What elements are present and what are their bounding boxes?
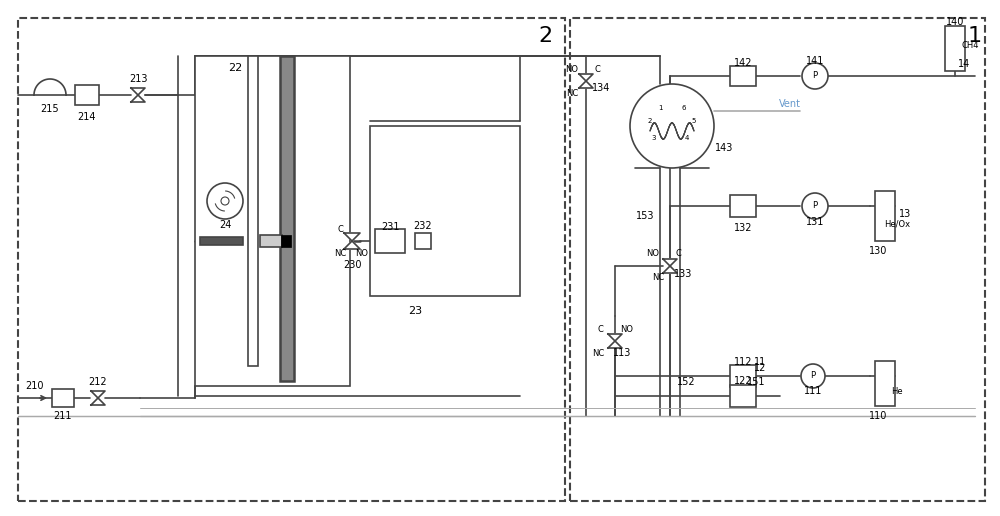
- Text: 2: 2: [538, 26, 552, 46]
- Circle shape: [802, 193, 828, 219]
- Text: P: P: [812, 72, 818, 80]
- Text: He: He: [891, 386, 903, 395]
- Text: NC: NC: [566, 89, 578, 98]
- Text: 210: 210: [26, 381, 44, 391]
- Text: 14: 14: [958, 59, 970, 69]
- Text: 122: 122: [734, 376, 752, 386]
- Text: 4: 4: [685, 135, 689, 141]
- Polygon shape: [131, 88, 145, 95]
- Bar: [730, 66, 756, 86]
- Polygon shape: [344, 241, 360, 249]
- Text: 143: 143: [715, 143, 733, 153]
- Text: He/Ox: He/Ox: [884, 219, 910, 229]
- Bar: [52, 389, 74, 407]
- Text: 215: 215: [41, 104, 59, 114]
- Text: 12: 12: [754, 363, 766, 373]
- Polygon shape: [91, 398, 105, 405]
- Text: 112: 112: [734, 357, 752, 367]
- Text: 231: 231: [381, 222, 399, 232]
- Text: NO: NO: [646, 250, 660, 259]
- Bar: [730, 385, 756, 407]
- Text: 142: 142: [734, 58, 752, 68]
- Text: 130: 130: [869, 246, 887, 256]
- Bar: [248, 56, 258, 366]
- Polygon shape: [608, 341, 622, 348]
- Text: NO: NO: [620, 325, 634, 333]
- Text: 113: 113: [613, 348, 631, 358]
- Polygon shape: [131, 95, 145, 102]
- Text: P: P: [810, 372, 816, 380]
- Text: 140: 140: [946, 17, 964, 27]
- Text: 22: 22: [228, 63, 242, 73]
- Text: 13: 13: [899, 209, 911, 219]
- Polygon shape: [663, 266, 677, 273]
- Circle shape: [221, 197, 229, 205]
- Text: 133: 133: [674, 269, 692, 279]
- Text: 23: 23: [408, 306, 422, 316]
- Polygon shape: [344, 233, 360, 241]
- Text: 1: 1: [968, 26, 982, 46]
- Bar: [370, 126, 520, 296]
- Text: 230: 230: [343, 260, 361, 270]
- Bar: [730, 195, 756, 217]
- Bar: [730, 365, 756, 387]
- Circle shape: [802, 63, 828, 89]
- Polygon shape: [663, 259, 677, 266]
- Text: Vent: Vent: [779, 99, 801, 109]
- Text: 134: 134: [592, 83, 610, 93]
- Bar: [195, 56, 350, 386]
- Bar: [281, 235, 291, 247]
- Text: CH4: CH4: [961, 41, 979, 51]
- Text: 131: 131: [806, 217, 824, 227]
- Text: NC: NC: [334, 249, 346, 257]
- Circle shape: [630, 84, 714, 168]
- Text: 152: 152: [677, 377, 695, 387]
- Bar: [875, 361, 895, 406]
- Text: 214: 214: [78, 112, 96, 122]
- Bar: [945, 26, 965, 71]
- Text: 213: 213: [129, 74, 147, 84]
- Bar: [875, 191, 895, 241]
- Text: 141: 141: [806, 56, 824, 66]
- Polygon shape: [91, 391, 105, 398]
- Polygon shape: [34, 79, 66, 95]
- Text: 151: 151: [747, 377, 765, 387]
- Text: 24: 24: [219, 220, 231, 230]
- Text: 111: 111: [804, 386, 822, 396]
- Text: 132: 132: [734, 223, 752, 233]
- Text: 11: 11: [754, 357, 766, 367]
- Bar: [280, 56, 294, 381]
- Text: 211: 211: [54, 411, 72, 421]
- Text: 153: 153: [636, 211, 654, 221]
- Text: C: C: [597, 325, 603, 333]
- Text: 6: 6: [682, 105, 686, 111]
- Polygon shape: [608, 334, 622, 341]
- Text: C: C: [675, 250, 681, 259]
- Text: 1: 1: [658, 105, 662, 111]
- Text: NO: NO: [356, 249, 368, 257]
- Bar: [375, 229, 405, 253]
- Bar: [260, 235, 282, 247]
- Bar: [415, 233, 431, 249]
- Polygon shape: [579, 74, 593, 81]
- Text: 232: 232: [414, 221, 432, 231]
- Circle shape: [801, 364, 825, 388]
- Text: NC: NC: [592, 348, 604, 358]
- Text: C: C: [594, 64, 600, 73]
- Text: 5: 5: [692, 118, 696, 124]
- Text: NO: NO: [566, 64, 578, 73]
- Bar: [200, 237, 243, 245]
- Text: P: P: [812, 202, 818, 211]
- Text: 212: 212: [89, 377, 107, 387]
- Text: 3: 3: [652, 135, 656, 141]
- Text: NC: NC: [652, 273, 664, 282]
- Bar: [75, 85, 99, 105]
- Circle shape: [207, 183, 243, 219]
- Text: 110: 110: [869, 411, 887, 421]
- Polygon shape: [579, 81, 593, 88]
- Text: 2: 2: [648, 118, 652, 124]
- Text: C: C: [337, 224, 343, 234]
